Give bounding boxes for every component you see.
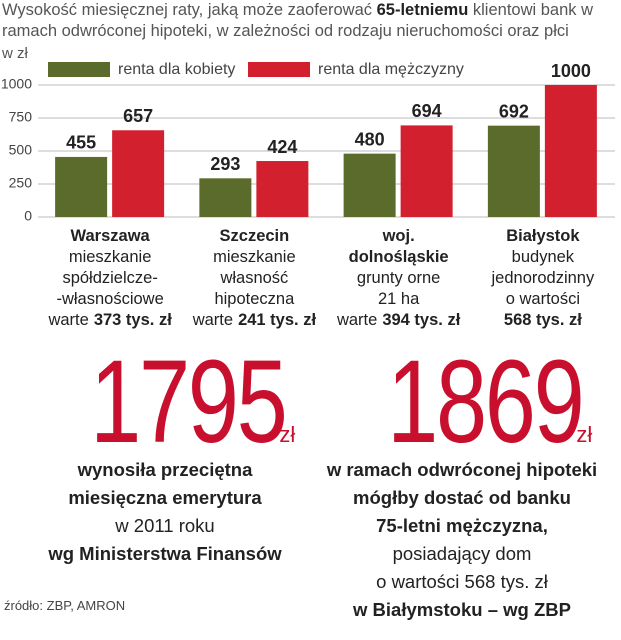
category-description: grunty orne <box>356 269 441 287</box>
category-name: Białystok <box>506 227 580 245</box>
bar <box>256 161 309 217</box>
category-description: własność <box>220 269 289 287</box>
bar <box>544 85 597 217</box>
stat-text: posiadający dom <box>392 543 532 564</box>
value-label: 480 <box>355 129 385 149</box>
price-amount: 241 tys. zł <box>238 311 317 329</box>
category-description: mieszkanie <box>213 248 296 266</box>
stat-number-row: 1869zł <box>302 336 621 468</box>
value-label: 455 <box>66 133 96 153</box>
stat-number: 1795 <box>89 336 288 468</box>
category-price: warte 241 tys. zł <box>182 310 326 331</box>
source: źródło: ZBP, AMRON <box>4 598 126 613</box>
price-amount: 394 tys. zł <box>382 311 461 329</box>
chart-title: Wysokość miesięcznej raty, jaką może zao… <box>2 0 617 42</box>
stat-text: 75-letni mężczyzna, <box>376 515 548 536</box>
y-tick-label: 500 <box>9 142 33 158</box>
category-description: hipoteczna <box>214 290 295 308</box>
bar <box>400 125 453 217</box>
category-description: -własnościowe <box>56 290 164 308</box>
stat-number-row: 1795zł <box>5 336 325 468</box>
bar <box>199 178 252 217</box>
value-label: 424 <box>267 137 297 157</box>
title-part: Wysokość miesięcznej raty, jaką może zao… <box>2 1 377 19</box>
y-axis-label: w zł <box>2 45 28 62</box>
bar <box>487 125 540 217</box>
category-price: warte 394 tys. zł <box>327 310 471 331</box>
category-name: woj. dolnośląskie <box>348 227 449 266</box>
legend-swatch <box>48 62 110 77</box>
y-tick-label: 1000 <box>1 76 32 92</box>
bar <box>112 130 165 217</box>
stat-text: mógłby dostać od banku <box>353 487 571 508</box>
title-part: 65-letniemu <box>376 1 469 19</box>
title-part: klientowi bank w ramach odwróconej hipot… <box>2 1 594 40</box>
category-block: Warszawa mieszkanie spółdzielcze- -własnośc… <box>38 226 182 331</box>
stat-block: 1869zł w ramach odwróconej hipoteki mógłby… <box>302 336 621 624</box>
stat-text: wg Ministerstwa Finansów <box>48 543 282 564</box>
category-block: woj. dolnośląskie grunty orne 21 ha warte 39… <box>327 226 471 331</box>
stat-unit: zł <box>576 422 593 447</box>
price-prefix: warte <box>48 311 89 329</box>
category-description: mieszkanie <box>68 248 152 266</box>
value-label: 692 <box>499 101 529 121</box>
category-description: budynek <box>511 248 575 266</box>
category-name: Szczecin <box>219 227 290 245</box>
y-tick-label: 750 <box>9 109 33 125</box>
legend-label: renta dla kobiety <box>118 61 235 78</box>
legend-label: renta dla mężczyzny <box>318 61 464 78</box>
legend-swatch <box>248 62 310 77</box>
bar <box>55 156 108 217</box>
value-label: 1000 <box>551 61 591 81</box>
category-block: Szczecin mieszkanie własność hipoteczna wart… <box>182 226 326 331</box>
stat-unit: zł <box>279 422 296 447</box>
stat-text: w 2011 roku <box>115 515 215 536</box>
bar <box>343 153 396 217</box>
stat-number: 1869 <box>386 336 585 468</box>
stat-text: w ramach odwróconej hipoteki <box>326 459 598 480</box>
stat-text: w Białymstoku – wg ZBP <box>353 599 571 620</box>
category-block: Białystok budynek jednorodzinny o wartości 5… <box>471 226 615 331</box>
price-prefix: warte <box>192 311 234 329</box>
category-description: spółdzielcze- <box>62 269 158 287</box>
stat-block: 1795zł wynosiła przeciętna miesięczna emer… <box>5 336 325 568</box>
stat-text: o wartości 568 tys. zł <box>376 571 548 592</box>
price-amount: 568 tys. zł <box>503 311 582 329</box>
category-description: o wartości <box>505 290 581 308</box>
stat-text: miesięczna emerytura <box>68 487 262 508</box>
category-description: 21 ha <box>377 290 420 308</box>
price-prefix: warte <box>336 311 378 329</box>
value-label: 657 <box>123 106 153 126</box>
price-amount: 373 tys. zł <box>93 311 172 329</box>
category-price: 568 tys. zł <box>471 310 615 331</box>
category-price: warte 373 tys. zł <box>38 310 182 331</box>
category-name: Warszawa <box>70 227 150 245</box>
y-tick-label: 0 <box>24 208 32 224</box>
category-description: jednorodzinny <box>491 269 595 287</box>
y-tick-label: 250 <box>9 175 33 191</box>
value-label: 694 <box>412 101 442 121</box>
stat-text: wynosiła przeciętna <box>77 459 253 480</box>
value-label: 293 <box>210 154 240 174</box>
